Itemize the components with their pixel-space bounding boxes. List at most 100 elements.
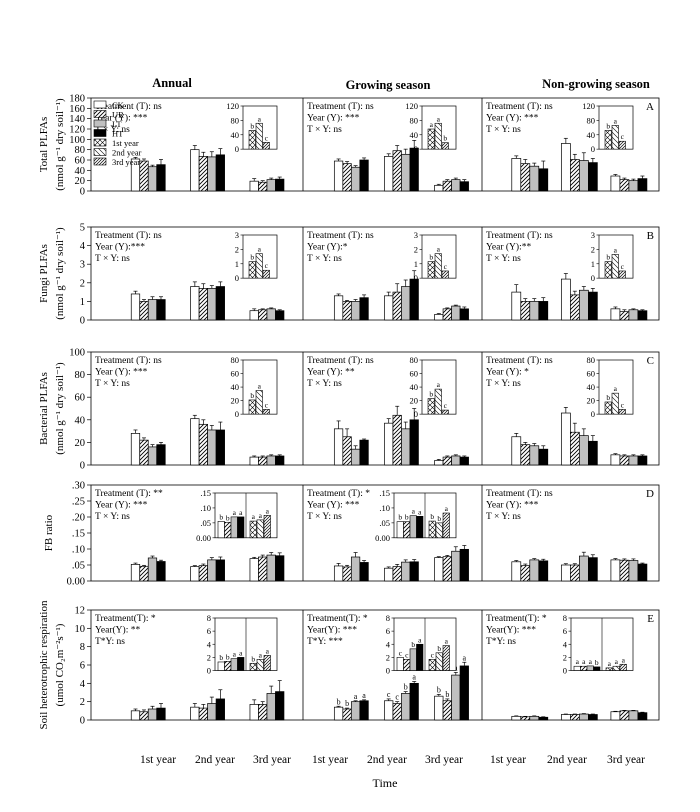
bar bbox=[333, 428, 344, 466]
bar bbox=[587, 291, 598, 321]
bar bbox=[384, 156, 394, 192]
inset-letter: c bbox=[265, 133, 269, 142]
inset-bar bbox=[396, 521, 404, 539]
bar bbox=[139, 565, 149, 582]
bar bbox=[569, 564, 580, 582]
stats-text: Treatment (T): ns bbox=[95, 355, 162, 366]
panel-frame bbox=[90, 351, 660, 466]
inset-bar bbox=[573, 665, 581, 671]
inset-letter: b bbox=[398, 513, 402, 522]
bar bbox=[384, 295, 394, 321]
inset-letter: b bbox=[250, 253, 254, 262]
inset-letter: c bbox=[444, 401, 448, 410]
bar bbox=[409, 561, 419, 582]
y-axis-label: Fungi PLFAs bbox=[38, 244, 50, 303]
stats-text: Year (Y): *** bbox=[95, 500, 148, 511]
bar bbox=[275, 555, 285, 582]
bar bbox=[538, 448, 549, 466]
bar bbox=[249, 310, 259, 321]
bar bbox=[442, 456, 452, 466]
inset-letter: a bbox=[258, 114, 262, 123]
bar bbox=[401, 286, 411, 321]
y-axis-label: Soil heterotrophic respiration bbox=[38, 600, 50, 729]
inset-bar bbox=[435, 652, 443, 671]
inset-letter: b bbox=[219, 653, 223, 662]
inset-y-tick-label: 80 bbox=[231, 115, 240, 125]
x-axis-title: Time bbox=[373, 776, 398, 790]
inset-y-tick-label: 0.00 bbox=[375, 533, 390, 543]
bar bbox=[350, 448, 361, 466]
bar bbox=[275, 691, 285, 721]
inset-bar bbox=[403, 521, 411, 539]
inset-y-tick-label: 80 bbox=[587, 115, 596, 125]
bar bbox=[139, 160, 149, 192]
inset-y-tick-label: 120 bbox=[405, 101, 418, 111]
bar bbox=[511, 715, 522, 721]
inset-letter: a bbox=[233, 650, 237, 659]
inset-bar bbox=[611, 254, 619, 279]
inset-letter: a bbox=[614, 245, 618, 254]
legend-label: 2nd year bbox=[112, 148, 142, 158]
inset-y-tick-label: 4 bbox=[563, 639, 568, 649]
bar bbox=[520, 565, 531, 582]
bar bbox=[275, 455, 285, 466]
inset-letter: a bbox=[437, 114, 441, 123]
bar bbox=[139, 711, 149, 721]
bar bbox=[587, 162, 598, 192]
inset-y-tick-label: 0 bbox=[414, 409, 418, 419]
inset-bar bbox=[434, 253, 442, 279]
bar bbox=[569, 294, 580, 321]
bar bbox=[619, 455, 630, 466]
inset-y-tick-label: 60 bbox=[410, 369, 419, 379]
panel-row-E: 0 2 4 6 8 10 12 Soil heterotrophic respiration (… bbox=[38, 600, 660, 729]
bar bbox=[409, 682, 419, 721]
bar bbox=[130, 564, 141, 582]
bar bbox=[190, 418, 200, 466]
bar bbox=[511, 158, 522, 192]
inset-bar bbox=[427, 261, 435, 279]
inset-y-tick-label: 0.00 bbox=[196, 533, 211, 543]
bar bbox=[333, 706, 344, 721]
stats-text: T × Y: ns bbox=[307, 125, 342, 135]
bar bbox=[587, 714, 598, 721]
bar bbox=[637, 563, 648, 582]
bar bbox=[578, 160, 589, 192]
y-tick-label: 40 bbox=[75, 415, 86, 426]
bar bbox=[459, 308, 469, 321]
y-tick-label: 4 bbox=[80, 241, 86, 252]
stats-text: Year(Y): *** bbox=[307, 625, 357, 636]
bar bbox=[190, 566, 200, 582]
bar bbox=[619, 710, 630, 721]
inset-bar bbox=[217, 661, 225, 671]
inset-letter: b bbox=[606, 253, 610, 262]
stats-text: Year (Y): ** bbox=[307, 367, 355, 378]
bar bbox=[434, 695, 444, 721]
bar bbox=[560, 278, 571, 321]
bar bbox=[392, 566, 402, 582]
bar bbox=[529, 301, 540, 321]
inset-y-tick-label: 2 bbox=[414, 244, 418, 254]
bar bbox=[342, 436, 352, 466]
stats-text: T*Y: *** bbox=[307, 637, 343, 647]
inset-y-tick-label: 0 bbox=[235, 144, 239, 154]
inset-y-tick-label: .10 bbox=[379, 503, 390, 513]
bar bbox=[147, 166, 158, 192]
y-tick-label: 0 bbox=[80, 316, 85, 327]
bar bbox=[451, 455, 461, 466]
bar-letter: a bbox=[354, 692, 358, 701]
panel-row-B: 0 1 2 3 4 5 Fungi PLFAs (nmol g⁻¹ dry soil⁻¹) B T… bbox=[38, 223, 660, 327]
inset-bar bbox=[604, 401, 612, 415]
bar bbox=[610, 559, 621, 582]
stats-text: Treatment (T): * bbox=[307, 488, 370, 499]
inset-bar bbox=[428, 520, 436, 539]
bar bbox=[266, 455, 276, 466]
bar bbox=[249, 456, 259, 466]
y-tick-label: 140 bbox=[69, 114, 85, 125]
inset-y-tick-label: 40 bbox=[410, 382, 419, 392]
inset-bar bbox=[442, 512, 450, 539]
inset-chart: 0 20 40 60 80 bac bbox=[587, 355, 634, 419]
bar bbox=[578, 713, 589, 721]
inset-y-tick-label: 2 bbox=[235, 244, 239, 254]
inset-bar bbox=[396, 657, 404, 671]
stats-text: Year (Y): * bbox=[486, 367, 529, 378]
